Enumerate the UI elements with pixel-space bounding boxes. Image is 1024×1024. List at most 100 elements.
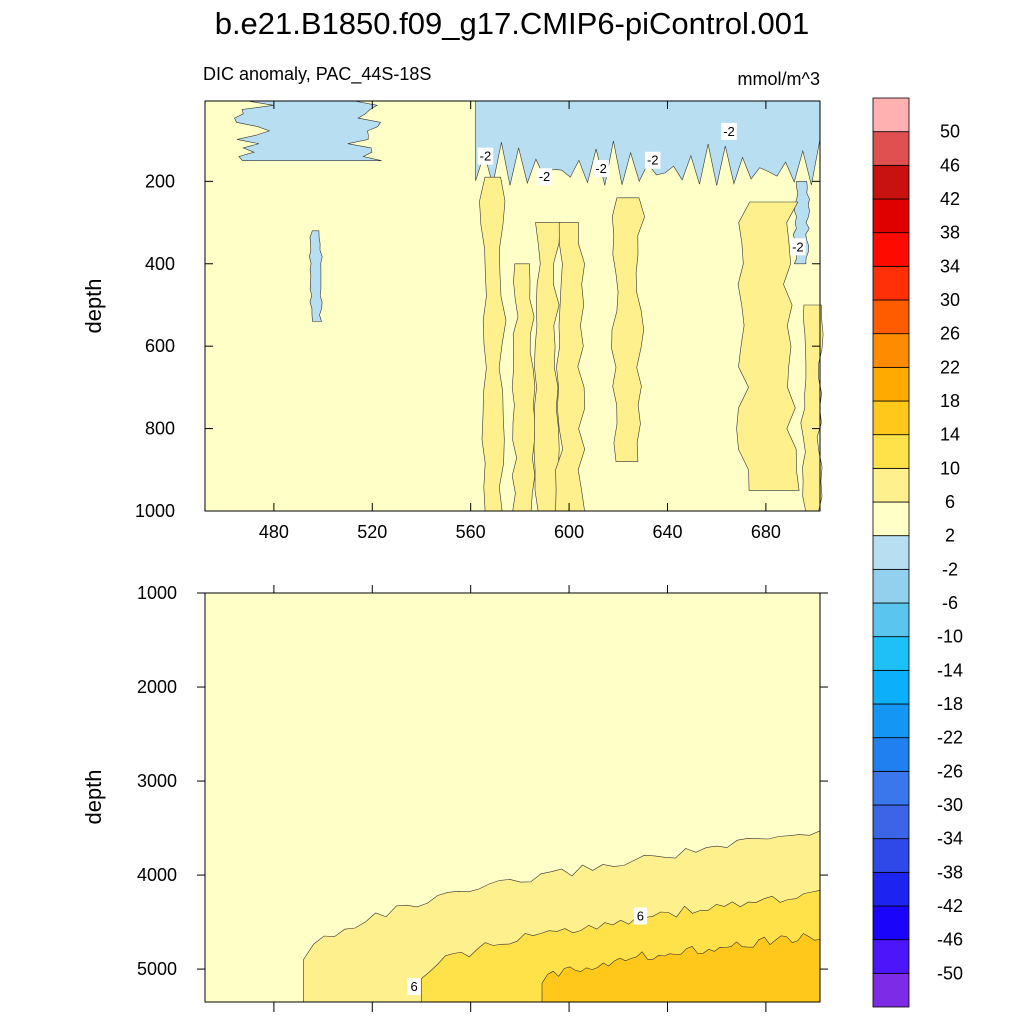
colorbar-box <box>872 905 910 941</box>
colorbar-box <box>872 131 910 166</box>
upper-contour-label-bg <box>536 168 553 186</box>
colorbar-box <box>872 265 910 301</box>
colorbar-box <box>872 232 910 267</box>
upper-region-9 <box>736 201 800 491</box>
colorbar-box <box>872 535 910 570</box>
colorbar-box <box>872 434 910 469</box>
upper-y-tick-label: 800 <box>145 419 175 439</box>
lower-axis-ticks: 1000 2000 3000 4000 5000 <box>137 583 828 1012</box>
colorbar-label: -14 <box>937 660 963 680</box>
colorbar-label: -38 <box>937 862 963 882</box>
lower-plot-frame <box>204 592 821 1003</box>
upper-region-8 <box>611 197 645 462</box>
upper-plot-frame <box>204 100 821 512</box>
colorbar-box <box>872 838 910 873</box>
colorbar-label: 18 <box>940 391 960 411</box>
colorbar-box <box>872 501 910 537</box>
lower-contour-labels: 66 <box>407 907 648 996</box>
upper-contour-label: -2 <box>480 149 492 164</box>
upper-y-tick-label: 400 <box>145 254 175 274</box>
lower-y-axis-label: depth <box>81 769 106 824</box>
upper-y-axis-label: depth <box>81 278 106 333</box>
lower-contour-label: 6 <box>637 908 644 923</box>
colorbar-label: -6 <box>942 593 958 613</box>
lower-contour-label: 6 <box>410 979 417 994</box>
colorbar-box <box>872 703 910 739</box>
upper-x-tick-label: 520 <box>357 522 387 542</box>
panel-subtitle: DIC anomaly, PAC_44S-18S <box>203 64 431 85</box>
upper-contour-label: -2 <box>792 239 804 254</box>
colorbar-label: 2 <box>945 526 955 546</box>
upper-y-tick-label: 200 <box>145 171 175 191</box>
upper-region-2 <box>309 230 323 322</box>
upper-region-1 <box>234 100 382 161</box>
colorbar-label: -18 <box>937 694 963 714</box>
colorbar-box <box>872 299 910 335</box>
colorbar-label: 30 <box>940 290 960 310</box>
colorbar-label: 42 <box>940 189 960 209</box>
upper-x-tick-label: 560 <box>456 522 486 542</box>
colorbar-label: -2 <box>942 559 958 579</box>
colorbar: 50 46 42 38 34 30 26 22 18 14 10 6 2 -2 -6 -10 -14 -18 -22… <box>872 97 963 1008</box>
colorbar-label: -46 <box>937 930 963 950</box>
lower-y-tick-label: 1000 <box>137 583 177 603</box>
colorbar-label: 46 <box>940 155 960 175</box>
colorbar-label: 38 <box>940 223 960 243</box>
colorbar-box <box>872 568 910 604</box>
upper-contour-label: -2 <box>723 124 735 139</box>
colorbar-box <box>872 669 910 705</box>
colorbar-label: -34 <box>937 829 963 849</box>
upper-contour-label: -2 <box>595 161 607 176</box>
upper-panel: -2 -2 -2 -2 -2 -2 480 520 560 600 640 680 200 400 600… <box>81 100 824 542</box>
lower-contour-label-bg <box>407 978 421 996</box>
upper-contour-label-bg <box>593 159 609 177</box>
colorbar-label: 34 <box>940 256 960 276</box>
colorbar-label: -26 <box>937 761 963 781</box>
upper-axis-ticks: 480 520 560 600 640 680 200 400 600 800 1000 <box>135 101 820 542</box>
colorbar-box <box>872 737 910 772</box>
colorbar-label: 6 <box>945 492 955 512</box>
colorbar-label: -10 <box>937 627 963 647</box>
colorbar-label: -30 <box>937 795 963 815</box>
colorbar-label: 26 <box>940 324 960 344</box>
units-label: mmol/m^3 <box>738 69 820 89</box>
colorbar-label: -50 <box>937 963 963 983</box>
upper-contour-label-bg <box>644 151 661 169</box>
figure-title: b.e21.B1850.f09_g17.CMIP6-piControl.001 <box>215 6 810 41</box>
colorbar-box <box>872 97 910 133</box>
colorbar-box <box>872 198 910 234</box>
lower-y-tick-label: 4000 <box>137 865 177 885</box>
upper-contour-label-bg <box>721 122 737 140</box>
upper-x-tick-label: 600 <box>554 522 584 542</box>
colorbar-label: 50 <box>940 122 960 142</box>
upper-contour-label: -2 <box>539 169 551 184</box>
colorbar-box <box>872 636 910 671</box>
colorbar-box <box>872 804 910 840</box>
colorbar-label: 22 <box>940 357 960 377</box>
colorbar-box <box>872 467 910 503</box>
upper-y-tick-label: 600 <box>145 336 175 356</box>
lower-contour-label-bg <box>633 907 648 925</box>
colorbar-label: 14 <box>940 425 960 445</box>
lower-region-2 <box>541 933 821 1003</box>
lower-y-tick-label: 3000 <box>137 771 177 791</box>
colorbar-label: -42 <box>937 896 963 916</box>
upper-x-tick-label: 680 <box>751 522 781 542</box>
upper-contour-label: -2 <box>647 153 659 168</box>
colorbar-box <box>872 400 910 436</box>
lower-y-tick-label: 5000 <box>137 959 177 979</box>
upper-x-tick-label: 480 <box>259 522 289 542</box>
colorbar-box <box>872 939 910 974</box>
upper-x-tick-label: 640 <box>652 522 682 542</box>
colorbar-box <box>872 602 910 638</box>
colorbar-box <box>872 333 910 368</box>
colorbar-label: -22 <box>937 728 963 748</box>
colorbar-box <box>872 164 910 200</box>
upper-contour-labels: -2 -2 -2 -2 -2 -2 <box>477 122 806 256</box>
lower-y-tick-label: 2000 <box>137 677 177 697</box>
upper-contour-label-bg <box>477 147 494 165</box>
colorbar-label: 10 <box>940 458 960 478</box>
lower-contour-fills <box>303 830 821 1003</box>
